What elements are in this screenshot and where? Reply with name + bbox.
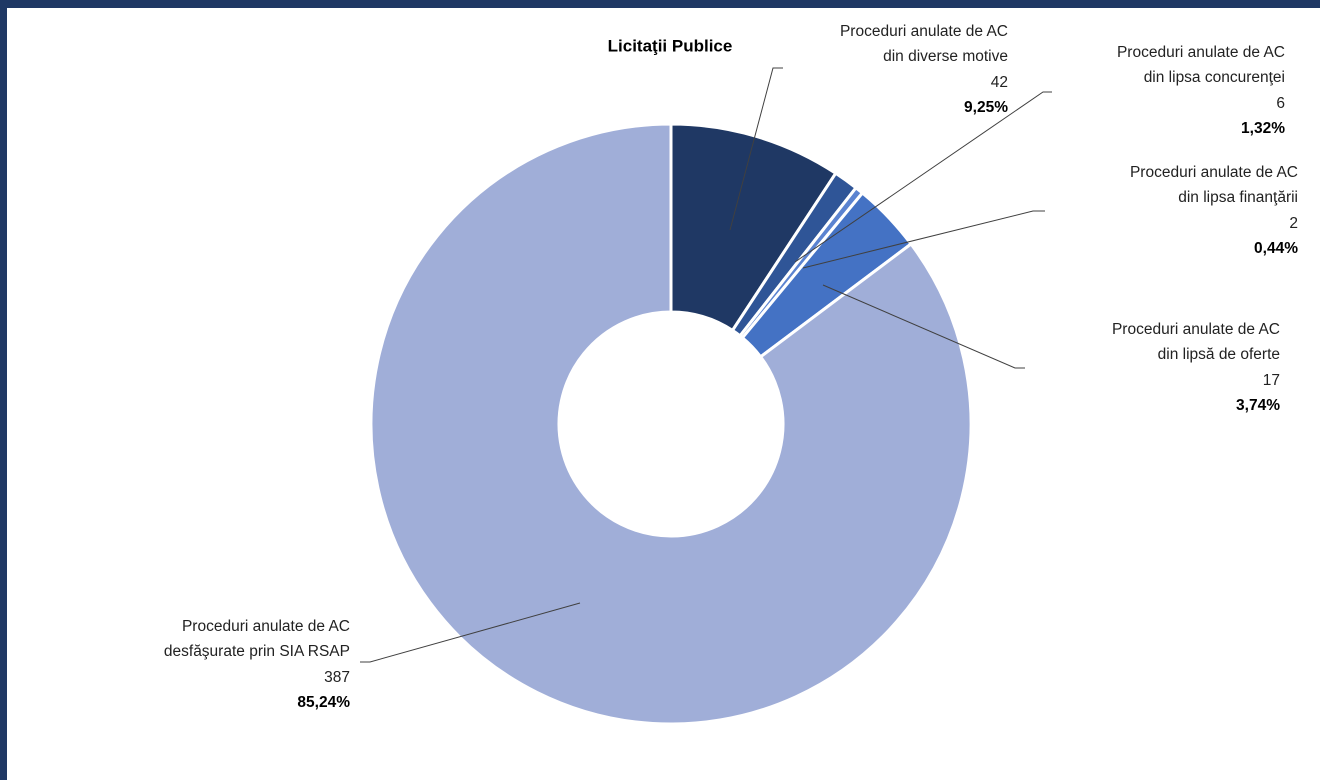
label-name: din lipsa concurenţei — [1144, 69, 1285, 86]
label-name: Proceduri anulate de AC — [182, 618, 350, 635]
label-name: din lipsa finanţării — [1178, 189, 1298, 206]
donut-slice — [369, 122, 973, 726]
label-name: Proceduri anulate de AC — [1112, 321, 1280, 338]
label-percent: 85,24% — [297, 694, 350, 711]
label-value: 17 — [1263, 372, 1280, 389]
donut-slice — [669, 122, 838, 333]
leader-line — [729, 67, 783, 231]
label-name: din diverse motive — [883, 48, 1008, 65]
leader-line — [360, 602, 581, 663]
label-value: 387 — [324, 669, 350, 686]
label-name: Proceduri anulate de AC — [1130, 164, 1298, 181]
label-name: Proceduri anulate de AC — [1117, 44, 1285, 61]
chart-title: Licitaţii Publice — [608, 36, 733, 55]
label-value: 6 — [1276, 95, 1285, 112]
label-percent: 1,32% — [1241, 120, 1285, 137]
label-name: desfăşurate prin SIA RSAP — [164, 643, 350, 660]
left-border — [0, 0, 7, 780]
corner — [10, 8, 24, 14]
label-value: 42 — [991, 74, 1008, 91]
leader-line — [794, 91, 1052, 263]
leader-line — [822, 284, 1025, 369]
top-border — [0, 0, 1320, 8]
label-percent: 0,44% — [1254, 240, 1298, 257]
label-name: din lipsă de oferte — [1158, 346, 1280, 363]
label-name: Proceduri anulate de AC — [840, 23, 1008, 40]
label-percent: 3,74% — [1236, 397, 1280, 414]
label-value: 2 — [1289, 215, 1298, 232]
leader-line — [802, 210, 1045, 269]
label-percent: 9,25% — [964, 99, 1008, 116]
